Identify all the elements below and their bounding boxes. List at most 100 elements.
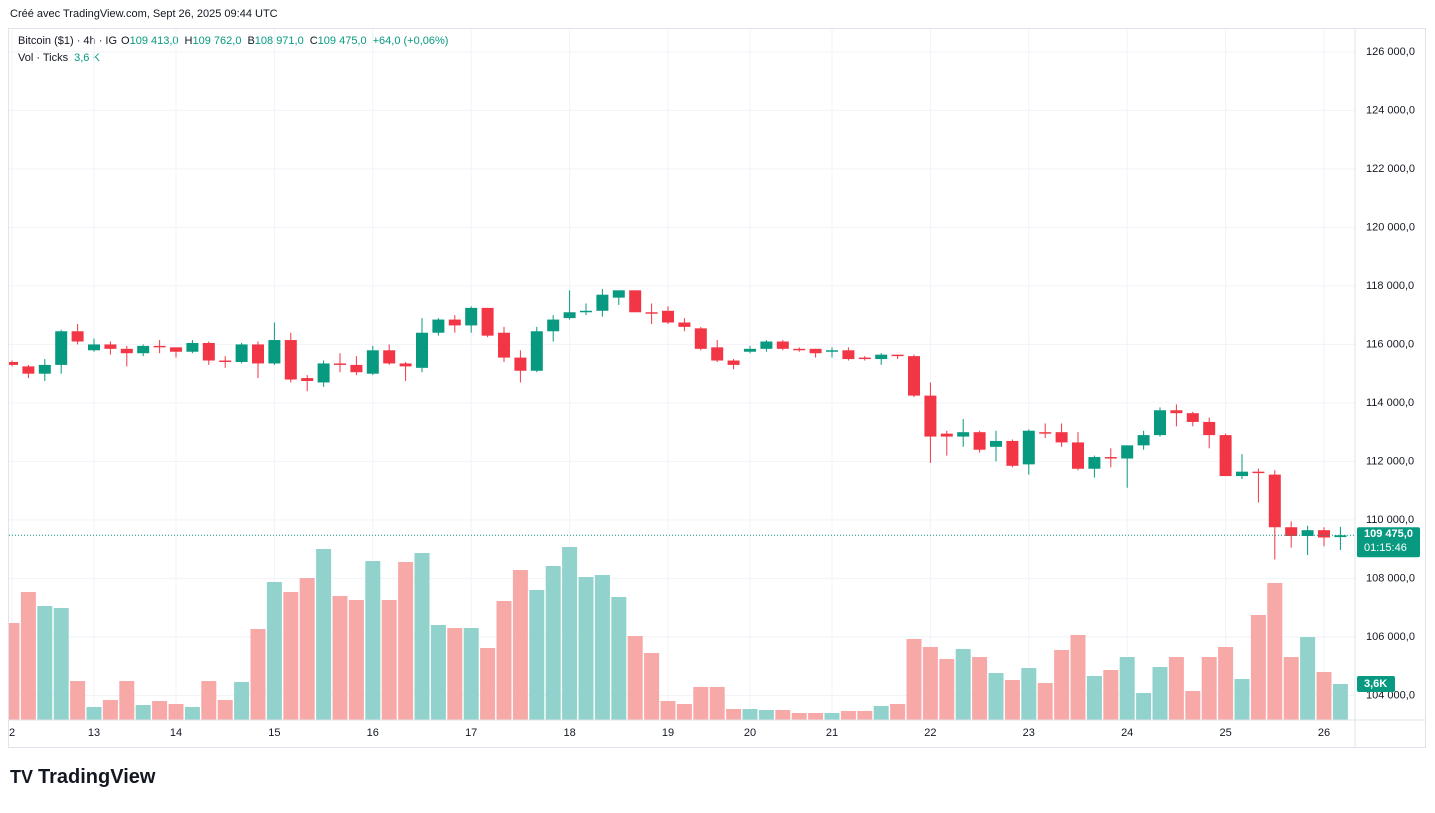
candle-body: [891, 354, 904, 357]
candle-body: [645, 312, 658, 314]
volume-bar: [955, 649, 971, 720]
candle-body: [498, 332, 510, 358]
volume-bar: [1070, 635, 1086, 720]
volume-bar: [119, 681, 135, 720]
x-tick-label: 17: [465, 727, 477, 739]
candle-body: [957, 432, 970, 437]
volume-bar: [578, 577, 594, 720]
volume-bar: [168, 704, 184, 720]
candle-body: [88, 344, 100, 351]
volume-bar: [1283, 657, 1299, 720]
volume-bar: [316, 549, 332, 720]
candle-body: [760, 341, 773, 349]
candle-body: [1252, 471, 1265, 474]
candle-body: [1022, 430, 1035, 465]
y-tick-label: 104 000,0: [1366, 689, 1415, 701]
candle-body: [481, 307, 494, 336]
volume-bar: [1103, 670, 1119, 720]
volume-bar: [283, 592, 299, 720]
candle-body: [55, 331, 68, 365]
volume-bar: [102, 700, 118, 720]
candle-body: [1301, 530, 1314, 537]
plot: [9, 29, 1355, 720]
volume-bar: [857, 711, 873, 720]
candle-body: [514, 357, 527, 371]
volume-bar: [775, 710, 791, 720]
x-tick-label: 15: [268, 727, 280, 739]
o-value: 109 413,0: [130, 35, 179, 47]
symbol: Bitcoin ($1) · 4h · IG: [18, 35, 117, 47]
volume-bar: [37, 606, 53, 720]
candle-body: [858, 357, 871, 360]
volume-bar: [693, 687, 709, 720]
volume-bar: [906, 639, 922, 720]
change: +64,0 (+0,06%): [373, 35, 449, 47]
candle-body: [662, 310, 674, 323]
volume-bar: [299, 578, 315, 720]
y-tick-label: 114 000,0: [1366, 397, 1414, 409]
candle-body: [1137, 435, 1150, 446]
volume-bar: [1004, 680, 1020, 720]
volume-bar: [594, 575, 610, 720]
credit: Créé avec TradingView.com, Sept 26, 2025…: [10, 8, 278, 20]
candle-body: [809, 348, 822, 354]
candle-body: [1121, 445, 1134, 459]
volume-bar: [152, 701, 168, 720]
c-value: 109 475,0: [318, 35, 367, 47]
candle-body: [1203, 421, 1216, 436]
candle-body: [580, 310, 592, 313]
candle-body: [1055, 432, 1068, 443]
candle-body: [1039, 432, 1052, 434]
volume-bar: [644, 653, 660, 720]
candle-body: [268, 340, 281, 364]
candle-body: [940, 433, 953, 437]
volume-bar: [742, 709, 758, 720]
countdown: 01:15:46: [1364, 542, 1407, 554]
candle-body: [71, 331, 84, 342]
y-tick-label: 120 000,0: [1366, 221, 1415, 233]
volume-bar: [266, 582, 282, 720]
volume-bar: [1152, 667, 1168, 720]
logo-mark: TV: [10, 767, 38, 787]
y-tick-label: 108 000,0: [1366, 572, 1415, 584]
y-tick-label: 110 000,0: [1366, 514, 1414, 526]
candle-body: [350, 364, 363, 373]
candle-body: [153, 345, 166, 348]
legend-line: Bitcoin ($1) · 4h · IG O109 413,0 H109 762…: [18, 35, 448, 47]
candle-body: [120, 348, 133, 354]
volume-tag: [1357, 676, 1395, 692]
y-tick-label: 126 000,0: [1366, 46, 1415, 58]
candle-body: [1170, 410, 1183, 414]
volume-bar: [1300, 637, 1316, 720]
volume-bar: [972, 657, 988, 720]
volume-bar: [184, 707, 200, 720]
y-tick-label: 124 000,0: [1366, 104, 1415, 116]
x-tick-label: 20: [744, 727, 756, 739]
candle-body: [334, 363, 346, 365]
volume-bar: [627, 636, 643, 720]
candle-body: [1088, 457, 1101, 469]
volume-bar: [201, 681, 217, 720]
candle-body: [1154, 410, 1166, 436]
candle-body: [252, 344, 264, 364]
candle-body: [1104, 457, 1117, 459]
candle-body: [1268, 474, 1281, 528]
x-tick-label: 22: [924, 727, 936, 739]
volume-bar: [1316, 672, 1332, 720]
volume-bar: [70, 681, 86, 720]
volume-bar: [676, 704, 692, 720]
brand: TV TradingView: [10, 766, 156, 788]
x-tick-label: 24: [1121, 727, 1133, 739]
volume-bar: [20, 592, 36, 720]
candle-body: [875, 354, 888, 360]
x-tick-label: 21: [826, 727, 838, 739]
x-tick-label: 16: [367, 727, 379, 739]
candle-body: [432, 319, 445, 333]
volume-tag-label: 3,6K: [1364, 678, 1387, 690]
volume-bar: [758, 710, 774, 720]
candle-body: [1186, 413, 1199, 422]
volume-bar: [890, 704, 906, 720]
candle-body: [842, 350, 855, 360]
